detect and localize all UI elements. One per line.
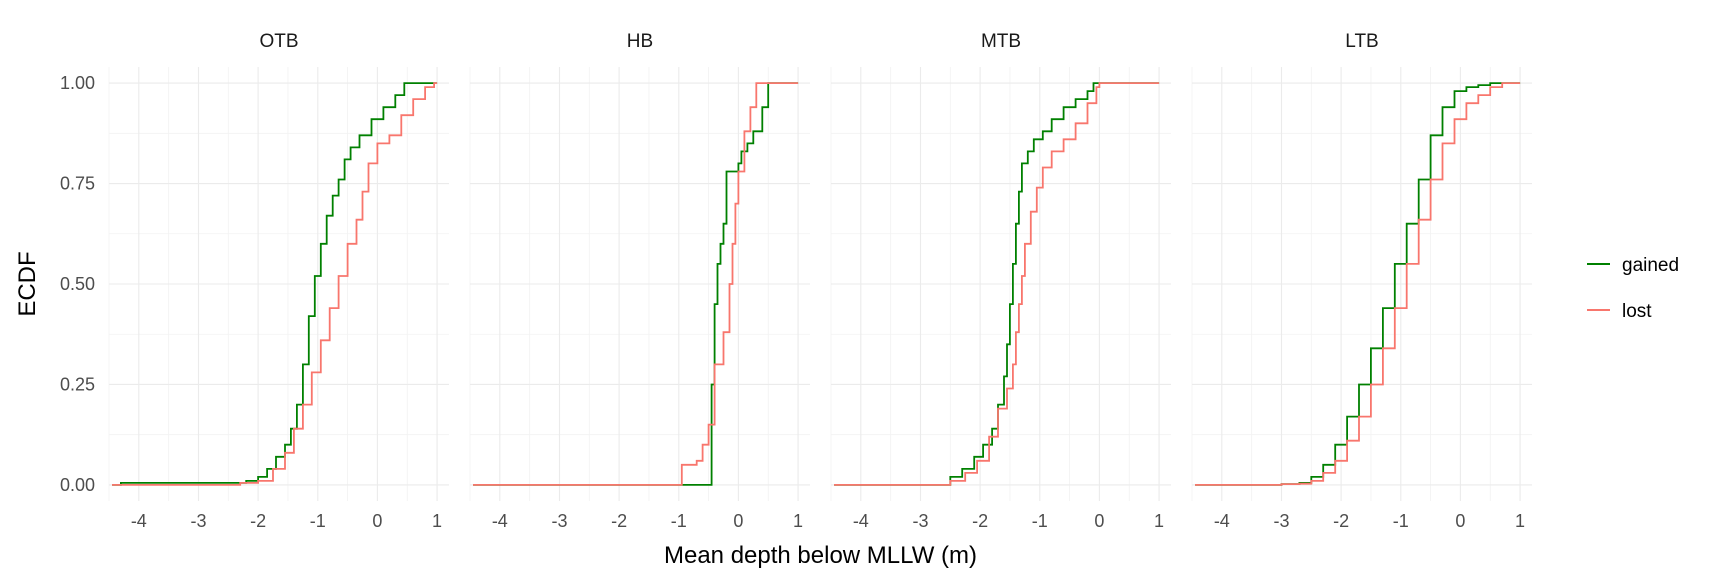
x-tick-label: -3 [1273,511,1289,531]
ecdf-line-gained [112,82,438,486]
x-tick-label: -2 [611,511,627,531]
y-axis-title: ECDF [14,251,41,316]
x-tick-label: 0 [1455,511,1465,531]
ecdf-line-gained [473,82,799,486]
x-tick-label: -2 [250,511,266,531]
ecdf-line-gained [834,82,1160,486]
y-tick-label: 0.75 [60,174,95,194]
x-tick-label: 1 [1154,511,1164,531]
y-axis-ticks: 0.00 0.25 0.50 0.75 1.00 [60,73,95,495]
x-tick-label: 0 [733,511,743,531]
facet-title: HB [627,31,653,52]
x-tick-label: 1 [432,511,442,531]
x-tick-label: 1 [793,511,803,531]
x-tick-label: -4 [492,511,508,531]
x-tick-label: -1 [310,511,326,531]
x-tick-label: 0 [372,511,382,531]
x-tick-label: -4 [853,511,869,531]
ecdf-line-lost [1195,82,1521,486]
x-tick-label: 0 [1094,511,1104,531]
facet-title: OTB [259,31,298,52]
x-tick-label: -3 [551,511,567,531]
y-tick-label: 0.50 [60,274,95,294]
x-tick-label: -4 [131,511,147,531]
y-tick-label: 1.00 [60,73,95,93]
x-tick-label: -2 [1333,511,1349,531]
x-tick-label: -3 [912,511,928,531]
x-tick-label: 1 [1515,511,1525,531]
x-tick-label: -1 [1032,511,1048,531]
x-tick-label: -4 [1214,511,1230,531]
ecdf-line-lost [473,82,799,486]
x-tick-label: -1 [671,511,687,531]
facet-panel-mtb: MTB -4 -3 -2 -1 0 1 [830,31,1171,531]
legend-label-lost: lost [1622,301,1652,322]
x-tick-label: -1 [1393,511,1409,531]
legend-label-gained: gained [1622,255,1679,276]
y-tick-label: 0.00 [60,475,95,495]
ecdf-line-lost [112,82,438,486]
ecdf-line-lost [834,82,1160,486]
legend: gained lost [1587,255,1679,322]
facet-panel-hb: HB -4 -3 -2 -1 0 1 [469,31,810,531]
y-tick-label: 0.25 [60,374,95,394]
x-tick-label: -2 [972,511,988,531]
facet-title: LTB [1345,31,1378,52]
x-axis-title: Mean depth below MLLW (m) [664,542,977,569]
facet-panel-otb: OTB -4 -3 -2 -1 0 1 [108,31,449,531]
x-tick-label: -3 [190,511,206,531]
facet-panel-ltb: LTB -4 -3 -2 -1 0 1 [1191,31,1532,531]
facet-title: MTB [981,31,1021,52]
